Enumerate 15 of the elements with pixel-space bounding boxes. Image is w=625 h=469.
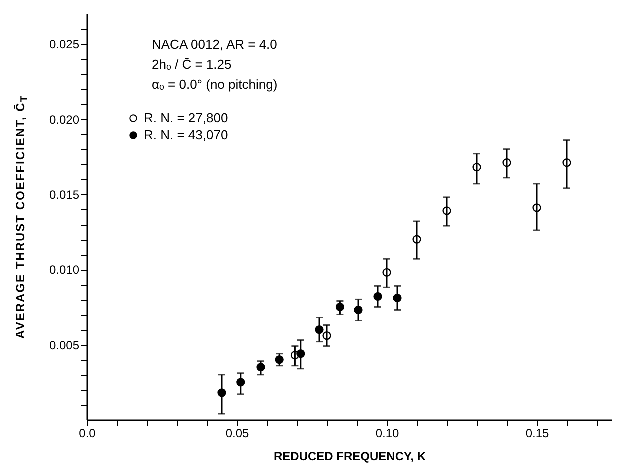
- y-tick-label: 0.005: [49, 338, 80, 352]
- x-tick-label: 0.0: [79, 426, 96, 440]
- x-tick-label: 0.05: [226, 426, 250, 440]
- y-tick-label: 0.025: [49, 38, 80, 52]
- legend-label: R. N. = 43,070: [144, 128, 228, 142]
- y-tick-label: 0.020: [49, 112, 80, 127]
- y-tick-label: 0.015: [49, 188, 80, 202]
- x-tick-label: 0.15: [526, 426, 550, 440]
- x-tick-label: 0.10: [376, 426, 400, 440]
- y-tick-label: 0.010: [49, 263, 80, 278]
- annotation: 2hₒ / C̄ = 1.25: [152, 57, 232, 72]
- legend-label: R. N. = 27,800: [144, 110, 228, 126]
- annotation: αₒ = 0.0° (no pitching): [152, 77, 278, 92]
- annotation: NACA 0012, AR = 4.0: [152, 37, 278, 52]
- x-axis-title: REDUCED FREQUENCY, K: [274, 450, 426, 464]
